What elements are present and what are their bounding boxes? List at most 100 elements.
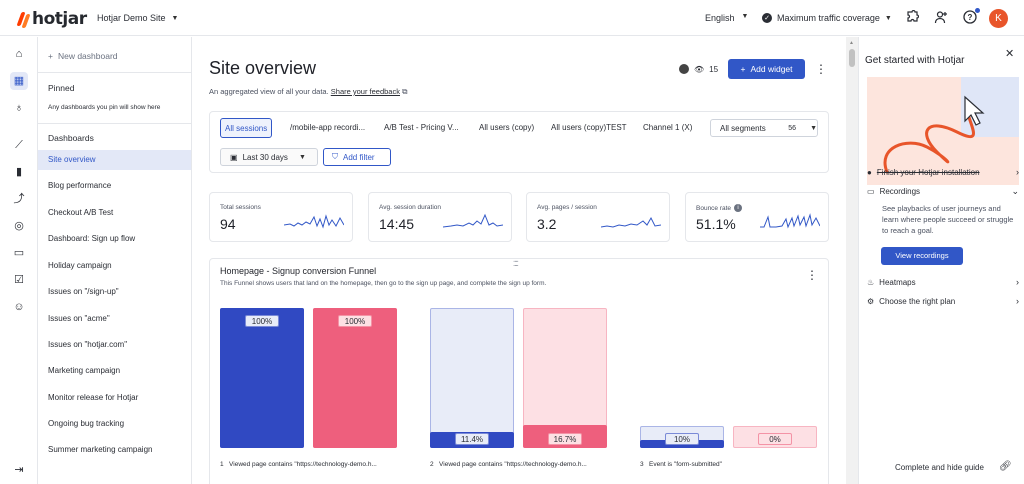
hero-illustration — [867, 77, 1019, 185]
complete-hide-guide-link[interactable]: Complete and hide guide — [895, 463, 984, 472]
sidebar-item-issues-acme[interactable]: Issues on "acme" — [48, 314, 110, 323]
metric-card-session-duration[interactable]: Avg. session duration 14:45 — [368, 192, 512, 242]
pinned-hint: Any dashboards you pin will show here — [48, 104, 161, 111]
segment-tab[interactable]: All sessions — [220, 118, 273, 138]
dashboards-icon[interactable]: ▦ — [10, 72, 28, 90]
metric-card-pages-per-session[interactable]: Avg. pages / session 3.2 — [526, 192, 670, 242]
drag-handle-icon[interactable]: ⁚⁚⁚⁚ — [513, 261, 519, 268]
more-options-icon[interactable]: ⋮ — [815, 62, 827, 76]
segment-tab[interactable]: A/B Test - Pricing V... — [384, 123, 459, 132]
page-subtitle: An aggregated view of all your data. Sha… — [209, 87, 407, 97]
add-widget-button[interactable]: + Add widget — [728, 59, 805, 79]
funnels-icon[interactable]: ▮ — [15, 166, 23, 178]
metric-label: Bounce rate i — [696, 204, 743, 212]
sparkline — [284, 214, 344, 229]
segment-tab[interactable]: /mobile-app recordi... — [290, 123, 366, 132]
funnel-percent-label: 100% — [245, 315, 279, 327]
help-icon[interactable]: ? — [962, 10, 978, 26]
main-content: Site overview An aggregated view of all … — [192, 37, 846, 484]
viewers-indicator[interactable]: 👁︎ 15 — [679, 64, 718, 74]
puzzle-icon[interactable] — [904, 9, 920, 26]
heatmaps-step[interactable]: ♨ Heatmaps › — [867, 277, 1019, 287]
recordings-icon: ▭ — [867, 187, 875, 196]
funnel-step-label: 3 Event is "form-submitted" — [640, 461, 722, 468]
journeys-icon[interactable]: ⤴ — [13, 193, 25, 205]
collapse-icon[interactable]: ⇥ — [14, 464, 24, 476]
calendar-icon: ▣ — [230, 152, 238, 162]
filter-icon: ⛉ — [332, 152, 338, 161]
funnel-bar[interactable] — [220, 308, 304, 448]
interviews-icon[interactable]: ☺ — [13, 301, 25, 313]
check-circle-icon: ✓ — [762, 13, 772, 23]
avatar[interactable]: K — [989, 9, 1008, 28]
metric-value: 51.1% — [696, 216, 736, 232]
recordings-step[interactable]: ▭ Recordings ⌄ — [867, 186, 1019, 197]
hotjar-logo[interactable]: hotjar — [17, 9, 87, 29]
sidebar-item-summer-campaign[interactable]: Summer marketing campaign — [48, 445, 153, 454]
finish-install-step[interactable]: ● Finish your Hotjar installation › — [867, 167, 1019, 177]
sparkline — [760, 213, 820, 229]
scroll-thumb[interactable] — [849, 49, 855, 67]
sidebar-item-bug-tracking[interactable]: Ongoing bug tracking — [48, 419, 125, 428]
date-range-dropdown[interactable]: ▣ Last 30 days ▼ — [220, 148, 318, 166]
add-widget-label: Add widget — [750, 64, 793, 74]
all-segments-dropdown[interactable]: All segments 56 ▼ — [710, 119, 818, 137]
funnel-step-label: 1 Viewed page contains "https://technolo… — [220, 461, 377, 468]
top-bar: hotjar Hotjar Demo Site ▼ English ▼ ✓ Ma… — [0, 0, 1024, 36]
caret-down-icon: ▼ — [884, 14, 892, 22]
sidebar-item-holiday-campaign[interactable]: Holiday campaign — [48, 261, 112, 270]
surveys-icon[interactable]: ☑ — [14, 274, 24, 286]
sidebar-item-marketing-campaign[interactable]: Marketing campaign — [48, 366, 121, 375]
site-selector[interactable]: Hotjar Demo Site ▼ — [97, 13, 178, 23]
segment-tab[interactable]: All users (copy) — [479, 123, 535, 132]
hotjar-logo-icon — [17, 11, 29, 27]
funnel-percent-label: 11.4% — [455, 433, 489, 445]
sidebar-item-issues-sign-up[interactable]: Issues on "/sign-up" — [48, 287, 119, 296]
sidebar-item-sign-up-flow[interactable]: Dashboard: Sign up flow — [48, 234, 136, 243]
language-label: English — [705, 13, 735, 23]
sidebar-item-blog-performance[interactable]: Blog performance — [48, 181, 112, 190]
traffic-coverage-selector[interactable]: ✓ Maximum traffic coverage ▼ — [762, 13, 892, 23]
feedback-link[interactable]: Share your feedback — [330, 87, 400, 96]
sidebar-item-checkout-ab-test[interactable]: Checkout A/B Test — [48, 208, 114, 217]
info-icon[interactable]: i — [734, 204, 743, 212]
add-user-icon[interactable] — [933, 10, 949, 26]
metric-label: Avg. pages / session — [537, 204, 597, 211]
logo-text: hotjar — [32, 9, 87, 29]
metric-card-bounce-rate[interactable]: Bounce rate i 51.1% — [685, 192, 829, 242]
site-name: Hotjar Demo Site — [97, 13, 166, 23]
metric-card-total-sessions[interactable]: Total sessions 94 — [209, 192, 353, 242]
view-recordings-button[interactable]: View recordings — [881, 247, 963, 265]
funnel-percent-label: 16.7% — [548, 433, 582, 445]
get-started-panel: Get started with Hotjar ✕ ● Finish your … — [858, 37, 1024, 484]
caret-down-icon: ▼ — [171, 14, 179, 22]
divider — [38, 123, 192, 124]
sidebar-item-monitor-release[interactable]: Monitor release for Hotjar — [48, 393, 139, 402]
choose-plan-step[interactable]: ⚙ Choose the right plan › — [867, 296, 1019, 306]
close-icon[interactable]: ✕ — [1005, 48, 1015, 60]
trends-icon[interactable]: ⟋ — [15, 139, 23, 151]
scroll-up-icon[interactable]: ▲ — [849, 40, 854, 46]
new-dashboard-button[interactable]: + New dashboard — [48, 51, 118, 61]
metric-value: 3.2 — [537, 216, 557, 232]
funnel-bar[interactable] — [313, 308, 397, 448]
scrollbar[interactable]: ▲ — [846, 37, 858, 484]
caret-down-icon: ▼ — [741, 13, 749, 20]
pinned-heading: Pinned — [48, 83, 75, 93]
lightbulb-icon[interactable]: ♁ — [14, 102, 24, 114]
heatmaps-label: Heatmaps — [879, 277, 916, 287]
heatmaps-icon[interactable]: ◎ — [14, 220, 24, 232]
link-icon[interactable]: 🔗︎ — [999, 461, 1012, 472]
home-icon[interactable]: ⌂ — [15, 48, 23, 60]
sidebar-item-site-overview[interactable]: Site overview — [38, 150, 191, 170]
recordings-icon[interactable]: ▭ — [13, 247, 25, 259]
external-link-icon: ⧉ — [402, 87, 408, 96]
language-selector[interactable]: English ▼ — [705, 13, 748, 23]
add-filter-button[interactable]: ⛉ Add filter — [323, 148, 391, 166]
segment-tab[interactable]: All users (copy)TEST — [551, 123, 627, 132]
funnel-percent-label: 10% — [665, 433, 699, 445]
more-options-icon[interactable]: ⋮ — [806, 268, 818, 282]
funnel-percent-label: 100% — [338, 315, 372, 327]
segment-tab[interactable]: Channel 1 (X) — [643, 123, 693, 132]
sidebar-item-issues-hotjar[interactable]: Issues on "hotjar.com" — [48, 340, 128, 349]
